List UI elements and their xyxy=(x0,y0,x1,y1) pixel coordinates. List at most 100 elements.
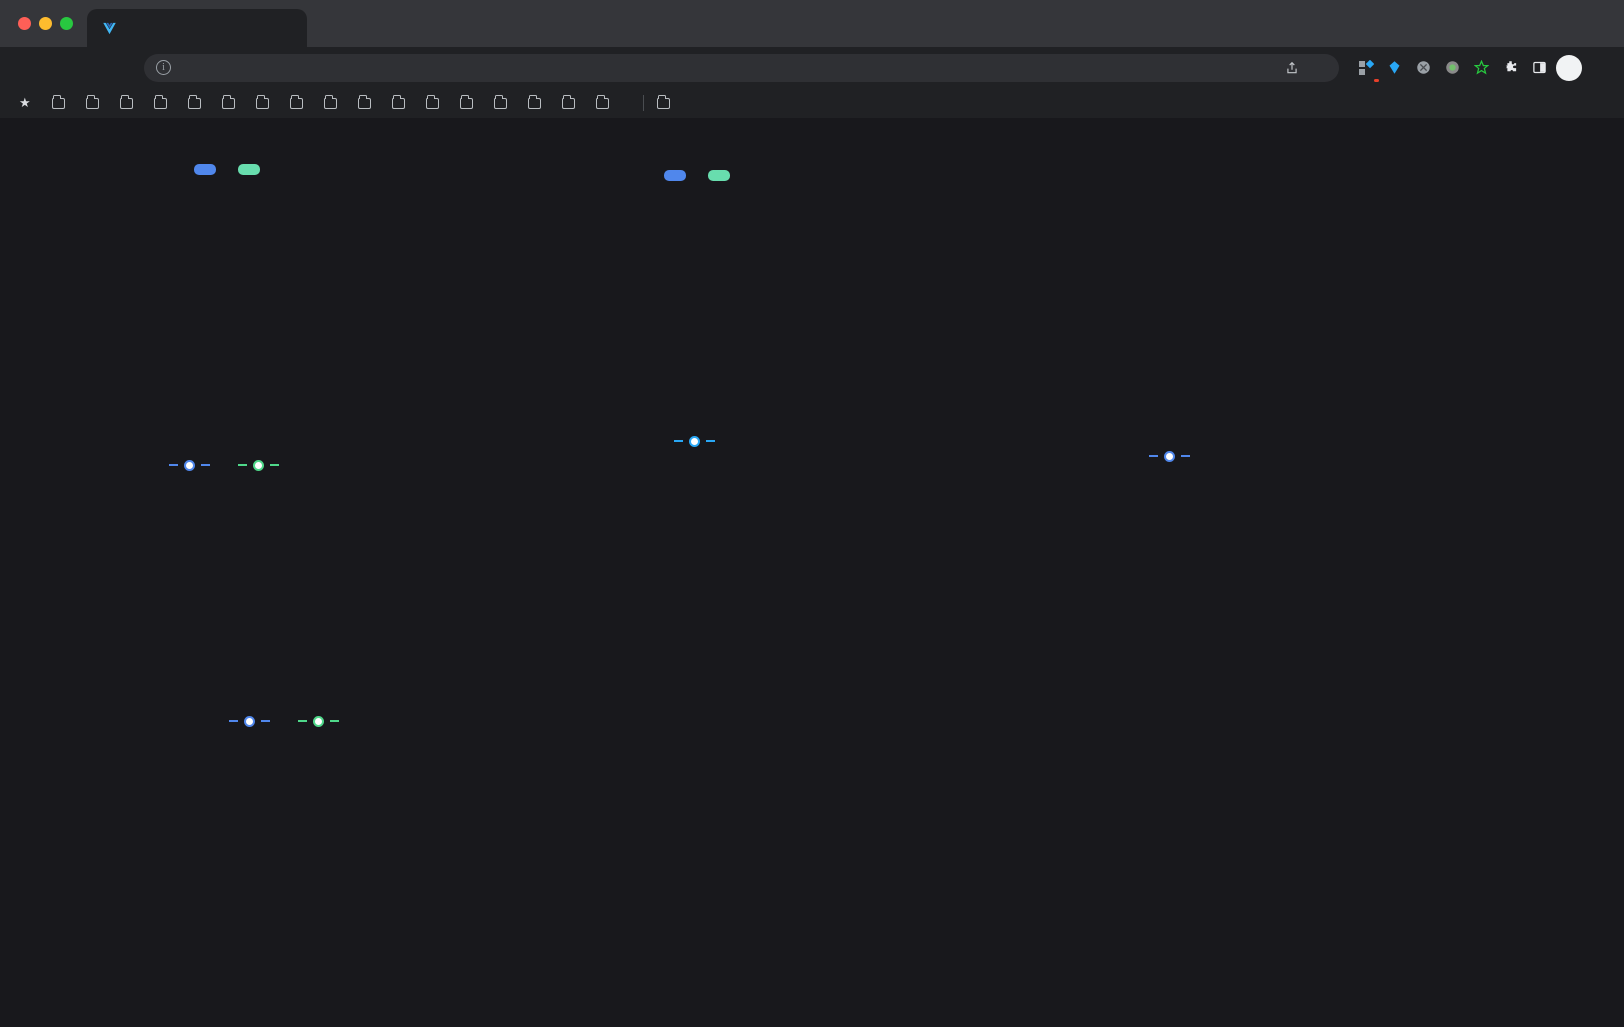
folder-icon xyxy=(527,95,541,109)
gradient-line-chart xyxy=(500,428,900,708)
vertical-bar-plot xyxy=(20,180,440,395)
folder-icon xyxy=(656,95,670,109)
green-star-icon[interactable] xyxy=(1469,55,1494,80)
legend-item-data2[interactable] xyxy=(238,459,291,471)
bookmark-other-bookmarks[interactable] xyxy=(650,95,682,112)
folder-icon xyxy=(51,95,65,109)
tab-strip xyxy=(0,0,1624,47)
browser-menu-button[interactable] xyxy=(1586,53,1616,83)
browser-tab[interactable] xyxy=(87,9,307,47)
green-circle-icon[interactable] xyxy=(1440,55,1465,80)
close-tab-button[interactable] xyxy=(279,19,297,37)
bookmark-folder-9[interactable] xyxy=(351,95,383,112)
vue-logo-icon xyxy=(101,20,118,37)
bookmark-folder-3[interactable] xyxy=(147,95,179,112)
bookmark-folder-16[interactable] xyxy=(589,95,621,112)
bookmark-folder-12[interactable] xyxy=(453,95,485,112)
legend-item-data2[interactable] xyxy=(708,169,736,181)
bookmarks-bar: ★ xyxy=(0,88,1624,118)
folder-icon xyxy=(595,95,609,109)
site-info-icon[interactable]: i xyxy=(156,60,171,75)
bookmark-folder-1[interactable] xyxy=(79,95,111,112)
chart-legend xyxy=(20,453,440,477)
folder-icon xyxy=(459,95,473,109)
gauge-chart xyxy=(1040,743,1280,993)
dual-line-chart xyxy=(20,453,440,708)
folder-icon xyxy=(357,95,371,109)
minimize-window-button[interactable] xyxy=(39,17,52,30)
bookmark-folder-11[interactable] xyxy=(419,95,451,112)
home-button[interactable] xyxy=(104,53,134,83)
reload-button[interactable] xyxy=(72,53,102,83)
bookmark-folder-14[interactable] xyxy=(521,95,553,112)
folder-icon xyxy=(289,95,303,109)
bookmark-star-icon[interactable] xyxy=(1307,55,1333,81)
gray-circle-icon[interactable] xyxy=(1411,55,1436,80)
legend-item-data1[interactable] xyxy=(169,459,222,471)
folder-icon xyxy=(221,95,235,109)
puzzle-icon[interactable] xyxy=(1498,55,1523,80)
horizontal-bar-chart xyxy=(500,163,900,433)
chart-legend xyxy=(500,163,900,187)
legend-item-data1[interactable] xyxy=(673,435,727,447)
chart-legend xyxy=(500,428,900,454)
new-tab-button[interactable] xyxy=(315,14,343,42)
bookmark-folder-6[interactable] xyxy=(249,95,281,112)
gradient-line-plot xyxy=(500,454,900,704)
folder-icon xyxy=(255,95,269,109)
dual-area-chart xyxy=(80,708,500,1018)
bookmark-folder-13[interactable] xyxy=(487,95,519,112)
bookmark-folder-4[interactable] xyxy=(181,95,213,112)
legend-item-data2[interactable] xyxy=(238,163,266,175)
share-icon[interactable] xyxy=(1279,55,1305,81)
legend-swatch-icon xyxy=(194,163,216,175)
folder-icon xyxy=(493,95,507,109)
legend-item-data1[interactable] xyxy=(1148,450,1202,462)
legend-swatch-icon xyxy=(708,169,730,181)
folder-icon xyxy=(323,95,337,109)
maximize-window-button[interactable] xyxy=(60,17,73,30)
bookmarks-overflow-button[interactable] xyxy=(623,101,637,105)
legend-item-data1[interactable] xyxy=(229,715,282,727)
star-icon: ★ xyxy=(19,95,31,110)
close-window-button[interactable] xyxy=(18,17,31,30)
bookmarks-divider xyxy=(642,95,644,111)
folder-icon xyxy=(391,95,405,109)
donut-plot xyxy=(520,777,950,1012)
bookmark-folder-7[interactable] xyxy=(283,95,315,112)
horizontal-bar-plot xyxy=(500,187,900,417)
chart-legend xyxy=(20,158,440,180)
bookmark-folder-10[interactable] xyxy=(385,95,417,112)
area-line-chart xyxy=(975,443,1375,708)
folder-icon xyxy=(187,95,201,109)
legend-item-data2[interactable] xyxy=(298,715,351,727)
address-bar[interactable]: i xyxy=(144,53,1339,82)
chart-legend xyxy=(520,753,950,777)
dual-area-plot xyxy=(80,734,500,1014)
gauge-plot xyxy=(1040,743,1280,993)
chart-legend xyxy=(975,443,1375,469)
progress-bar-chart xyxy=(990,153,1390,413)
diamond-icon[interactable] xyxy=(1382,55,1407,80)
extension-grid-icon[interactable] xyxy=(1353,55,1379,82)
bookmark-folder-2[interactable] xyxy=(113,95,145,112)
profile-avatar[interactable] xyxy=(1556,54,1582,81)
legend-swatch-icon xyxy=(238,163,260,175)
bookmark-folder-0[interactable] xyxy=(45,95,77,112)
folder-icon xyxy=(119,95,133,109)
legend-swatch-icon xyxy=(664,169,686,181)
legend-item-data1[interactable] xyxy=(194,163,222,175)
back-button[interactable] xyxy=(8,53,38,83)
navigation-toolbar: i xyxy=(0,47,1624,88)
area-line-plot xyxy=(975,469,1375,704)
extension-badge xyxy=(1374,79,1379,82)
bookmark-folder-15[interactable] xyxy=(555,95,587,112)
bookmark-item-bookmarks[interactable]: ★ xyxy=(12,92,43,114)
bookmark-folder-8[interactable] xyxy=(317,95,349,112)
legend-item-data1[interactable] xyxy=(664,169,692,181)
forward-button[interactable] xyxy=(40,53,70,83)
bookmark-folder-5[interactable] xyxy=(215,95,247,112)
sidepanel-icon[interactable] xyxy=(1527,55,1552,80)
folder-icon xyxy=(425,95,439,109)
